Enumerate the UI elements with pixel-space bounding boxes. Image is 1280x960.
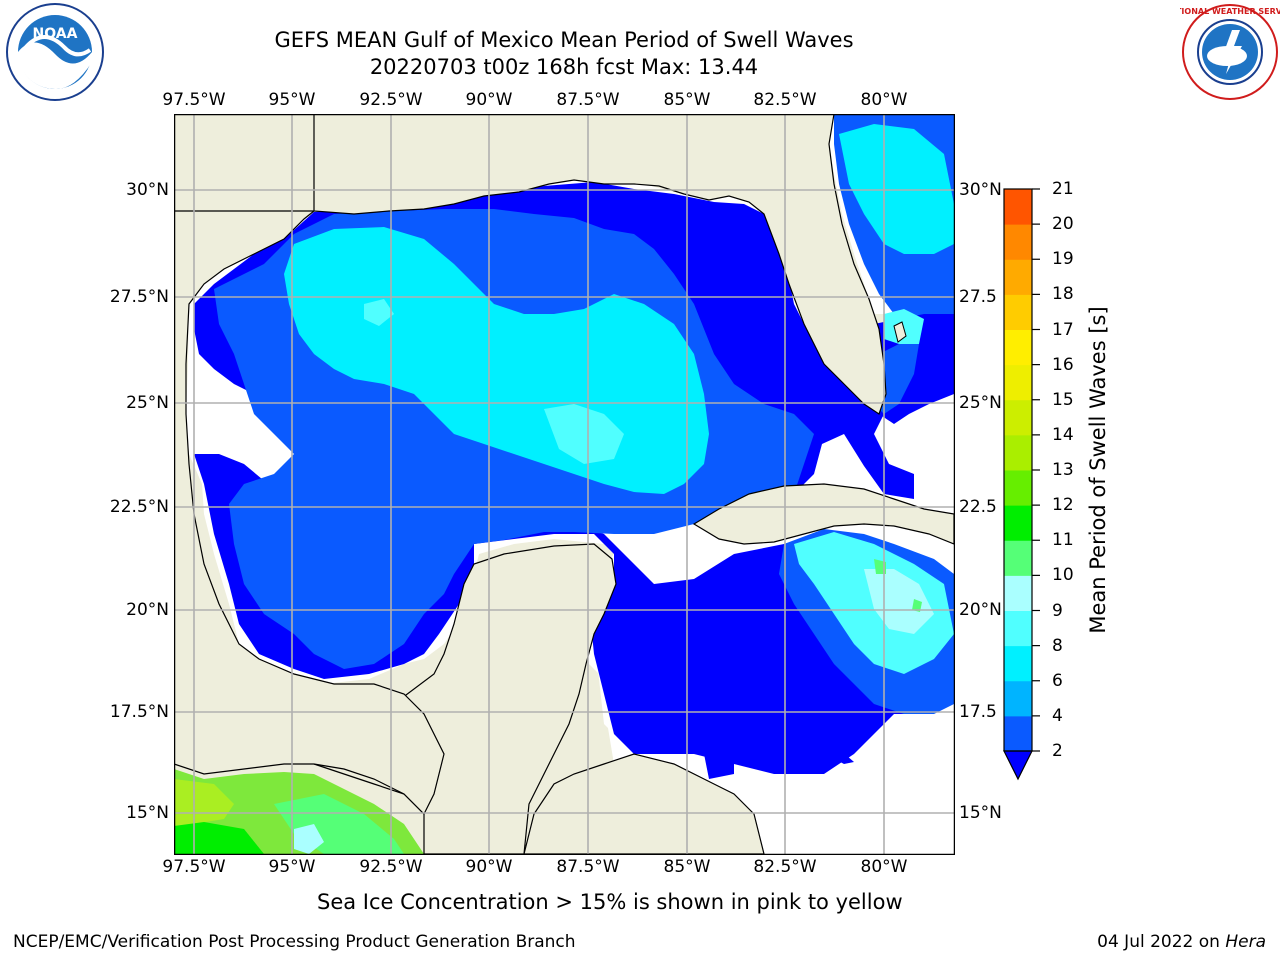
colorbar-tick-label: 20: [1052, 214, 1074, 235]
lat-tick-left: 27.5°N: [109, 287, 169, 307]
lon-tick-top: 90°W: [465, 90, 513, 110]
chart-subtitle: 20220703 t00z 168h fcst Max: 13.44: [369, 55, 759, 79]
colorbar-tick-label: 13: [1052, 460, 1074, 480]
colorbar-segment: [1004, 399, 1032, 436]
colorbar-segment: [1004, 575, 1032, 611]
colorbar-tick-label: 8: [1052, 635, 1063, 656]
lat-tick-left: 25°N: [126, 393, 169, 413]
noaa-logo: NOAA: [6, 3, 104, 101]
colorbar-tick-label: 10: [1052, 565, 1074, 586]
colorbar-segment: [1004, 540, 1032, 576]
lon-tick-bottom: 80°W: [860, 857, 908, 877]
land-cuba: [692, 483, 954, 545]
colorbar-segment: [1004, 505, 1032, 541]
lat-tick-right: 27.5: [959, 287, 997, 307]
lat-tick-right: 17.5: [959, 702, 997, 722]
lon-tick-top: 87.5°W: [556, 90, 620, 110]
land-usa: [313, 114, 887, 415]
map-panel: [174, 114, 955, 855]
colorbar-tick-label: 19: [1052, 249, 1074, 270]
lon-tick-top: 97.5°W: [162, 90, 226, 110]
graticule: [174, 114, 954, 854]
colorbar-segment: [1004, 645, 1032, 682]
colorbar-segment: [1004, 434, 1032, 471]
lon-tick-top: 80°W: [860, 90, 908, 110]
lon-tick-top: 85°W: [663, 90, 711, 110]
footer-date: 04 Jul 2022 on Hera: [1097, 932, 1266, 952]
colorbar-tick-label: 15: [1052, 389, 1074, 410]
lon-tick-bottom: 97.5°W: [162, 857, 226, 877]
lat-tick-left: 20°N: [126, 600, 169, 620]
footer-branch: NCEP/EMC/Verification Post Processing Pr…: [13, 932, 576, 952]
colorbar-tick-label: 6: [1052, 670, 1063, 691]
lon-tick-top: 95°W: [268, 90, 316, 110]
colorbar-segment: [1004, 364, 1032, 401]
colorbar-segment: [1004, 329, 1032, 366]
chart-title: GEFS MEAN Gulf of Mexico Mean Period of …: [274, 28, 854, 52]
nws-logo: NATIONAL WEATHER SERVICE: [1180, 4, 1280, 100]
colorbar-under-arrow: [1003, 750, 1033, 781]
colorbar-tick-label: 18: [1052, 284, 1074, 305]
colorbar-segment: [1004, 224, 1032, 260]
colorbar: [1003, 188, 1040, 781]
sea-ice-note: Sea Ice Concentration > 15% is shown in …: [317, 890, 903, 914]
colorbar-tick-label: 17: [1052, 319, 1074, 340]
svg-text:NOAA: NOAA: [33, 26, 78, 42]
lat-tick-left: 17.5°N: [109, 702, 169, 722]
footer-date-text: 04 Jul 2022 on: [1097, 932, 1226, 952]
land-mexico: [174, 114, 445, 816]
colorbar-segment: [1004, 715, 1032, 752]
colorbar-tick-label: 2: [1052, 741, 1063, 761]
lat-tick-right: 30°N: [959, 180, 1002, 200]
colorbar-segment: [1004, 259, 1032, 295]
colorbar-tick-label: 14: [1052, 424, 1074, 445]
lon-tick-top: 82.5°W: [753, 90, 817, 110]
lat-tick-left: 22.5°N: [109, 497, 169, 517]
colorbar-tick-label: 16: [1052, 354, 1074, 375]
lon-tick-bottom: 87.5°W: [556, 857, 620, 877]
footer-host: Hera: [1225, 932, 1266, 952]
colorbar-tick-label: 11: [1052, 530, 1074, 551]
colorbar-tick-label: 21: [1052, 179, 1074, 199]
lat-tick-right: 25°N: [959, 393, 1002, 413]
colorbar-segment: [1004, 470, 1032, 506]
lat-tick-right: 15°N: [959, 803, 1002, 823]
lon-tick-bottom: 90°W: [465, 857, 513, 877]
lat-tick-left: 30°N: [126, 180, 169, 200]
colorbar-segment: [1004, 294, 1032, 330]
colorbar-segment: [1004, 680, 1032, 717]
lon-tick-top: 92.5°W: [359, 90, 423, 110]
colorbar-label: Mean Period of Swell Waves [s]: [1086, 306, 1110, 634]
lat-tick-left: 15°N: [126, 803, 169, 823]
colorbar-tick-label: 4: [1052, 705, 1063, 726]
colorbar-segment: [1004, 189, 1032, 225]
lon-tick-bottom: 95°W: [268, 857, 316, 877]
lat-tick-right: 22.5: [959, 497, 997, 517]
lat-tick-right: 20°N: [959, 600, 1002, 620]
colorbar-tick-label: 12: [1052, 495, 1074, 516]
colorbar-segment: [1004, 610, 1032, 647]
lon-tick-bottom: 85°W: [663, 857, 711, 877]
lon-tick-bottom: 92.5°W: [359, 857, 423, 877]
svg-text:NATIONAL WEATHER SERVICE: NATIONAL WEATHER SERVICE: [1180, 7, 1280, 16]
colorbar-tick-label: 9: [1052, 600, 1063, 621]
lon-tick-bottom: 82.5°W: [753, 857, 817, 877]
